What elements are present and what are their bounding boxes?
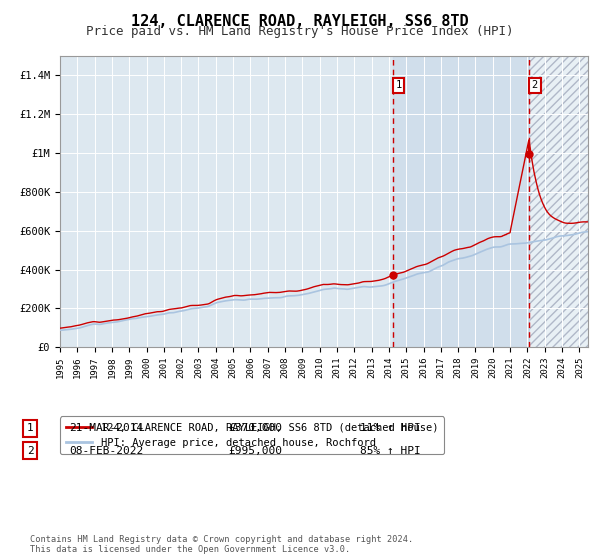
- Text: Price paid vs. HM Land Registry's House Price Index (HPI): Price paid vs. HM Land Registry's House …: [86, 25, 514, 38]
- Bar: [529, 56, 588, 347]
- Text: Contains HM Land Registry data © Crown copyright and database right 2024.
This d: Contains HM Land Registry data © Crown c…: [30, 535, 413, 554]
- Text: 11% ↑ HPI: 11% ↑ HPI: [360, 423, 421, 433]
- Text: £995,000: £995,000: [228, 446, 282, 456]
- Text: £370,000: £370,000: [228, 423, 282, 433]
- Text: 2: 2: [532, 80, 538, 90]
- Text: 2: 2: [26, 446, 34, 456]
- Text: 08-FEB-2022: 08-FEB-2022: [69, 446, 143, 456]
- Text: 1: 1: [26, 423, 34, 433]
- Bar: [529, 56, 588, 347]
- Bar: [393, 56, 529, 347]
- Legend: 124, CLARENCE ROAD, RAYLEIGH, SS6 8TD (detached house), HPI: Average price, deta: 124, CLARENCE ROAD, RAYLEIGH, SS6 8TD (d…: [60, 417, 445, 454]
- Text: 1: 1: [395, 80, 401, 90]
- Text: 85% ↑ HPI: 85% ↑ HPI: [360, 446, 421, 456]
- Text: 124, CLARENCE ROAD, RAYLEIGH, SS6 8TD: 124, CLARENCE ROAD, RAYLEIGH, SS6 8TD: [131, 14, 469, 29]
- Text: 21-MAR-2014: 21-MAR-2014: [69, 423, 143, 433]
